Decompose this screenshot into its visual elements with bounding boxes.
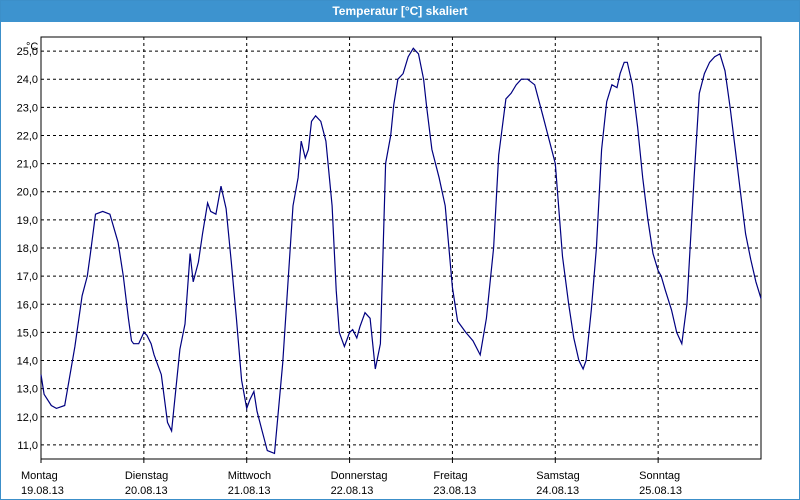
x-weekday-label: Mittwoch [228, 470, 271, 482]
x-weekday-label: Sonntag [639, 470, 680, 482]
x-weekday-label: Samstag [536, 470, 579, 482]
y-tick-label: 16,0 [17, 299, 38, 311]
y-tick-label: 12,0 [17, 412, 38, 424]
x-date-label: 19.08.13 [21, 485, 64, 497]
y-axis-unit: °C [26, 41, 38, 53]
x-weekday-label: Donnerstag [331, 470, 388, 482]
plot-frame [40, 36, 762, 460]
y-tick-label: 17,0 [17, 271, 38, 283]
y-tick-label: 14,0 [17, 356, 38, 368]
temperature-line [40, 47, 762, 455]
x-date-label: 23.08.13 [433, 485, 476, 497]
chart-title: Temperatur [°C] skaliert [1, 1, 799, 22]
x-weekday-label: Dienstag [125, 470, 168, 482]
x-date-label: 25.08.13 [639, 485, 682, 497]
labels: 11,0 12,0 13,0 14,0 15,0 16,0 17,0 18,0 19,0 20,0… [17, 41, 682, 497]
y-tick-label: 13,0 [17, 384, 38, 396]
y-tick-label: 24,0 [17, 74, 38, 86]
x-date-label: 21.08.13 [228, 485, 271, 497]
grid [41, 37, 761, 459]
series-area [40, 47, 762, 455]
x-weekday-label: Freitag [433, 470, 467, 482]
y-tick-label: 20,0 [17, 187, 38, 199]
x-date-label: 24.08.13 [536, 485, 579, 497]
x-weekday-label: Montag [21, 470, 58, 482]
y-tick-label: 19,0 [17, 215, 38, 227]
y-tick-label: 25,0 [17, 46, 38, 58]
y-tick-label: 21,0 [17, 159, 38, 171]
y-tick-label: 22,0 [17, 130, 38, 142]
y-tick-label: 18,0 [17, 243, 38, 255]
y-tick-label: 23,0 [17, 102, 38, 114]
y-tick-label: 15,0 [17, 327, 38, 339]
x-date-label: 22.08.13 [331, 485, 374, 497]
x-date-label: 20.08.13 [125, 485, 168, 497]
axes [40, 36, 762, 463]
y-tick-label: 11,0 [17, 440, 38, 452]
